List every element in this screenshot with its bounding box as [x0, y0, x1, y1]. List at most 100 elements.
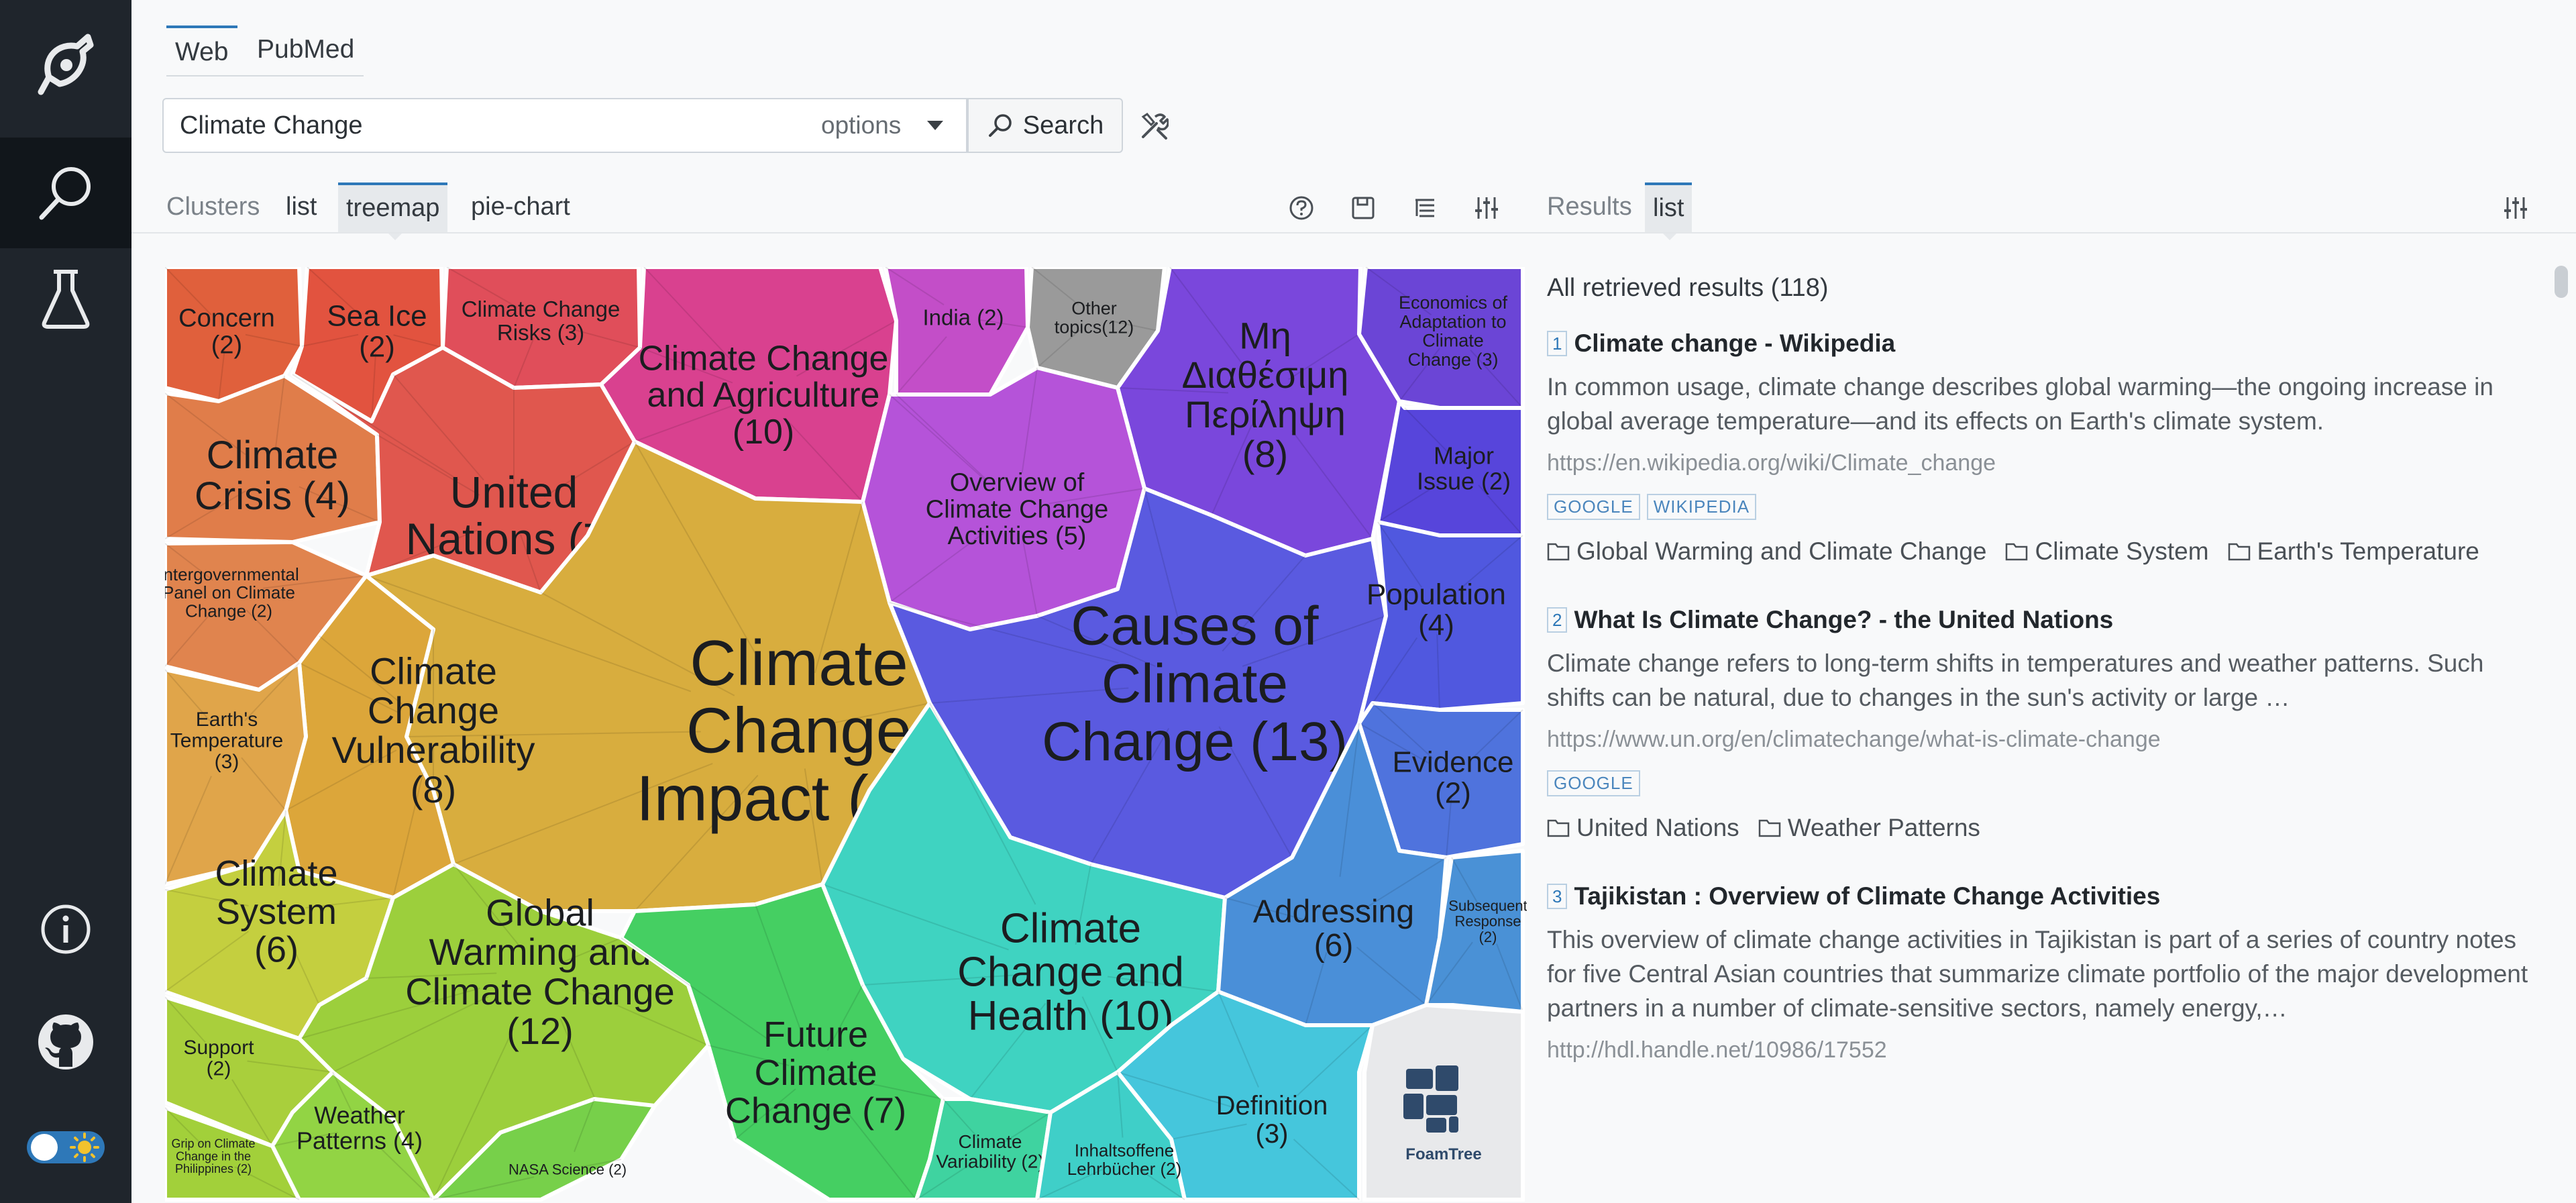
folder-icon [1547, 543, 1570, 561]
theme-toggle[interactable] [0, 1120, 131, 1174]
result-cluster-link[interactable]: Weather Patterns [1758, 814, 1980, 842]
view-pie-chart[interactable]: pie-chart [471, 193, 570, 221]
cluster-link-label: Earth's Temperature [2257, 537, 2479, 565]
results-view-list[interactable]: list [1645, 182, 1693, 233]
view-treemap[interactable]: treemap [338, 182, 448, 233]
cluster-treemap[interactable]: Concern(2)Sea Ice(2)Climate ChangeRisks … [165, 267, 1527, 1203]
chevron-down-icon[interactable] [927, 121, 943, 130]
treemap-subcell-edge [453, 763, 713, 865]
results-scrollbar[interactable] [2555, 266, 2568, 298]
treemap-subcell-edge [165, 610, 214, 667]
treemap-cell-shape[interactable] [619, 882, 945, 1202]
tree-structure-icon[interactable] [1411, 195, 1438, 221]
result-clusters: Global Warming and Climate Change Climat… [1547, 537, 2540, 566]
result-title-text[interactable]: Tajikistan : Overview of Climate Change … [1574, 882, 2161, 910]
result-title[interactable]: 3 Tajikistan : Overview of Climate Chang… [1547, 882, 2540, 910]
treemap-cell[interactable]: India (2) [883, 267, 1030, 397]
treemap-subcell-edge [165, 889, 249, 906]
result-cluster-link[interactable]: Climate System [2005, 537, 2209, 566]
treemap-cell-label: Grip on Climate [171, 1137, 255, 1150]
treemap-subcell-edge [889, 602, 1119, 664]
result-snippet: This overview of climate change activiti… [1547, 926, 2528, 1022]
treemap-subcell-edge [433, 1028, 515, 1200]
tools-icon[interactable] [1139, 111, 1169, 141]
treemap-cell[interactable]: NASA Science (2) [431, 1097, 657, 1202]
result-title[interactable]: 1 Climate change - Wikipedia [1547, 329, 2540, 358]
view-list[interactable]: list [286, 193, 317, 221]
source-badge: GOOGLE [1547, 770, 1640, 796]
treemap-subcell-edge [165, 1107, 202, 1145]
cluster-settings-icon[interactable] [1473, 195, 1500, 221]
search-button[interactable]: Search [967, 98, 1123, 153]
search-input[interactable] [180, 99, 716, 152]
treemap-cell-label: Περίληψη [1185, 393, 1346, 435]
result-title-text[interactable]: What Is Climate Change? - the United Nat… [1574, 606, 2114, 633]
result-url[interactable]: https://www.un.org/en/climatechange/what… [1547, 727, 2161, 752]
result-title[interactable]: 2 What Is Climate Change? - the United N… [1547, 606, 2540, 634]
treemap-cell[interactable]: Definition(3) [1116, 990, 1375, 1202]
treemap-cell[interactable]: Concern(2) [165, 267, 304, 403]
treemap-subcell-edge [559, 937, 622, 964]
tab-pubmed[interactable]: PubMed [257, 35, 355, 64]
treemap-cell-label: Philippines (2) [175, 1162, 252, 1175]
treemap-subcell-edge [1036, 329, 1081, 368]
result-cluster-link[interactable]: Earth's Temperature [2228, 537, 2479, 566]
treemap-cell-label: (6) [254, 930, 299, 970]
treemap-cell-label: Major [1434, 442, 1494, 470]
logo-icon[interactable] [0, 20, 131, 114]
treemap-cell-shape[interactable] [165, 661, 308, 886]
treemap-cell-shape[interactable] [165, 1106, 301, 1202]
treemap-cell[interactable]: Evidence(2) [1357, 701, 1525, 859]
treemap-cell-label: (2) [207, 1057, 231, 1080]
tab-web[interactable]: Web [166, 25, 237, 76]
search-nav-button[interactable] [0, 138, 131, 248]
result-cluster-link[interactable]: United Nations [1547, 814, 1739, 842]
treemap-subcell-edge [889, 531, 986, 603]
result-cluster-link[interactable]: Global Warming and Climate Change [1547, 537, 1986, 566]
treemap-cell[interactable]: Population(4) [1357, 520, 1525, 725]
treemap-cell-shape[interactable] [1035, 1070, 1187, 1202]
treemap-subcell-edge [1358, 723, 1430, 764]
github-link[interactable] [0, 998, 131, 1086]
treemap-subcell-edge [513, 337, 535, 388]
treemap-subcell-edge [1031, 267, 1079, 306]
lab-nav-button[interactable] [0, 255, 131, 342]
help-icon[interactable] [1288, 195, 1315, 221]
result-url[interactable]: http://hdl.handle.net/10986/17552 [1547, 1037, 1887, 1063]
treemap-subcell-edge [218, 348, 225, 402]
treemap-cell-label: Addressing [1253, 894, 1414, 930]
results-settings-icon[interactable] [2502, 195, 2529, 221]
treemap-subcell-edge [580, 1159, 622, 1168]
treemap-cell[interactable]: Support(2) [165, 995, 335, 1148]
treemap-subcell-edge [822, 884, 1009, 951]
treemap-subcell-edge [1117, 1071, 1124, 1138]
save-icon[interactable] [1350, 195, 1377, 221]
treemap-cell-shape[interactable] [431, 1097, 657, 1202]
treemap-cell-shape[interactable] [883, 267, 1030, 397]
treemap-cell-label: Response [1454, 913, 1521, 930]
treemap-cell-label: Temperature [170, 730, 283, 752]
treemap-subcell-edge [1377, 521, 1423, 588]
info-button[interactable] [0, 886, 131, 973]
options-dropdown[interactable]: options [821, 111, 902, 139]
result-title-text[interactable]: Climate change - Wikipedia [1574, 329, 1896, 357]
treemap-subcell-edge [1224, 897, 1307, 921]
foamtree-logo-icon [1449, 1116, 1458, 1133]
theme-toggle-icon [27, 1131, 105, 1163]
result-number: 3 [1547, 884, 1568, 909]
result-url[interactable]: https://en.wikipedia.org/wiki/Climate_ch… [1547, 450, 1996, 476]
